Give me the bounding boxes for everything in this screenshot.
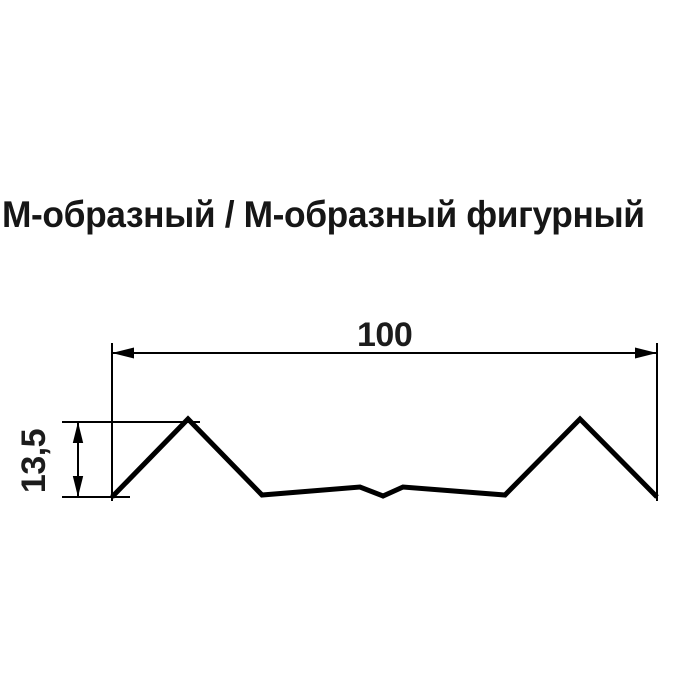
height-arrowhead-bottom (72, 476, 84, 497)
width-dimension-label: 100 (357, 316, 413, 354)
width-arrowhead-right (635, 347, 657, 359)
height-arrowhead-top (72, 422, 84, 443)
page-title: М-образный / М-образный фигурный (2, 194, 645, 235)
height-dimension-label: 13,5 (15, 428, 53, 494)
width-arrowhead-left (112, 347, 134, 359)
profile-outline (110, 415, 659, 499)
